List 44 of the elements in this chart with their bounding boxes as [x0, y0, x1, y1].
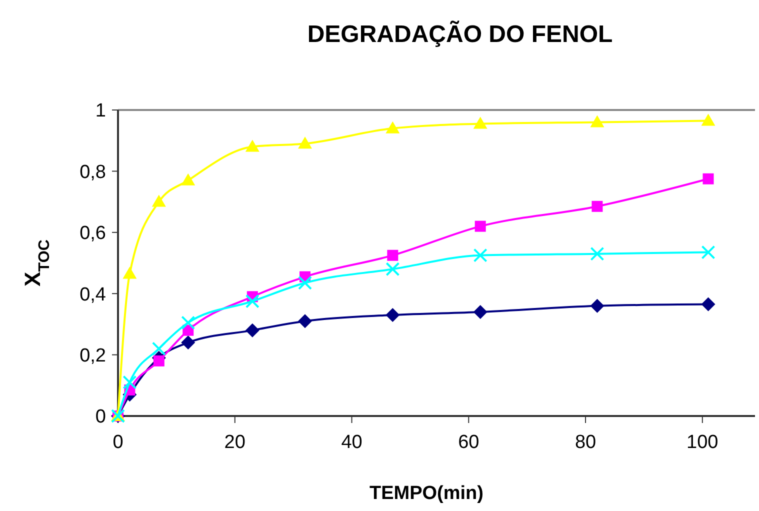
point: [181, 316, 196, 330]
point: [298, 136, 312, 149]
point: [386, 121, 400, 134]
point: [702, 173, 714, 184]
point: [701, 245, 716, 260]
point: [701, 114, 716, 126]
point: [590, 246, 604, 261]
point: [181, 336, 196, 350]
point: [386, 308, 400, 322]
point: [298, 314, 312, 328]
point: [473, 116, 488, 129]
x-axis-title: TEMPO(min): [370, 483, 484, 504]
y-tick-label: 0,8: [80, 162, 106, 183]
x-tick-label: 0: [112, 432, 124, 453]
point: [473, 304, 488, 319]
y-tick-label: 0,6: [80, 223, 106, 244]
point: [387, 250, 398, 261]
point: [590, 115, 604, 128]
y-tick-label: 0,2: [80, 345, 106, 366]
point: [590, 298, 604, 313]
x-tick-label: 40: [341, 432, 362, 453]
point: [153, 355, 164, 366]
point: [386, 262, 400, 276]
x-tick-label: 80: [574, 432, 596, 453]
x-tick-label: 100: [686, 432, 718, 453]
point: [245, 323, 260, 338]
point: [122, 266, 137, 279]
point: [245, 294, 260, 308]
point: [592, 200, 603, 212]
y-tick-label: 0: [95, 406, 106, 428]
point: [152, 342, 166, 356]
x-tick-label: 60: [458, 432, 480, 453]
chart-title: DEGRADAÇÃO DO FENOL: [307, 20, 613, 48]
point: [245, 140, 260, 152]
point: [474, 220, 486, 232]
point: [122, 375, 137, 390]
point: [473, 248, 488, 262]
x-tick-label: 20: [224, 432, 246, 453]
y-tick-label: 0,4: [80, 284, 106, 306]
y-tick-label: 1: [95, 100, 106, 122]
point: [701, 297, 716, 312]
point: [152, 194, 166, 207]
point: [181, 173, 196, 186]
point: [298, 276, 312, 290]
